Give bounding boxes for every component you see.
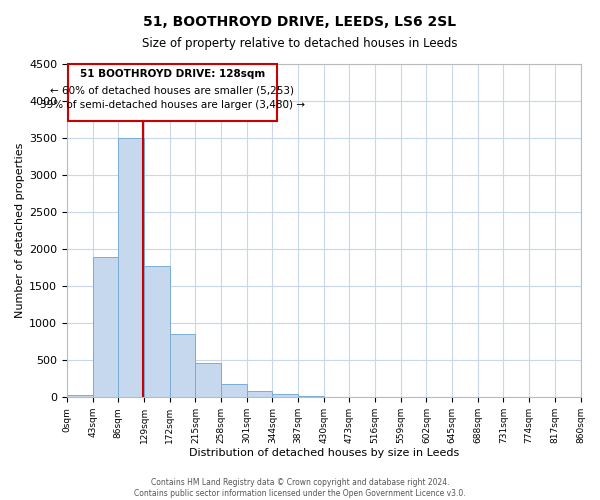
Text: Contains HM Land Registry data © Crown copyright and database right 2024.
Contai: Contains HM Land Registry data © Crown c… (134, 478, 466, 498)
Bar (67, 395, 92, 397)
Bar (196, 363, 221, 397)
Bar (221, 384, 247, 397)
Bar (118, 138, 144, 397)
Text: 51 BOOTHROYD DRIVE: 128sqm: 51 BOOTHROYD DRIVE: 128sqm (80, 68, 265, 78)
Bar (144, 266, 170, 397)
X-axis label: Distribution of detached houses by size in Leeds: Distribution of detached houses by size … (188, 448, 459, 458)
Text: 51, BOOTHROYD DRIVE, LEEDS, LS6 2SL: 51, BOOTHROYD DRIVE, LEEDS, LS6 2SL (143, 15, 457, 29)
Text: Size of property relative to detached houses in Leeds: Size of property relative to detached ho… (142, 38, 458, 51)
Bar (298, 396, 324, 397)
Bar (170, 334, 196, 397)
Y-axis label: Number of detached properties: Number of detached properties (15, 143, 25, 318)
Bar (247, 392, 272, 397)
FancyBboxPatch shape (68, 64, 277, 121)
Text: 39% of semi-detached houses are larger (3,480) →: 39% of semi-detached houses are larger (… (40, 100, 305, 110)
Text: ← 60% of detached houses are smaller (5,253): ← 60% of detached houses are smaller (5,… (50, 86, 295, 96)
Bar (92, 256, 118, 397)
Bar (272, 394, 298, 397)
